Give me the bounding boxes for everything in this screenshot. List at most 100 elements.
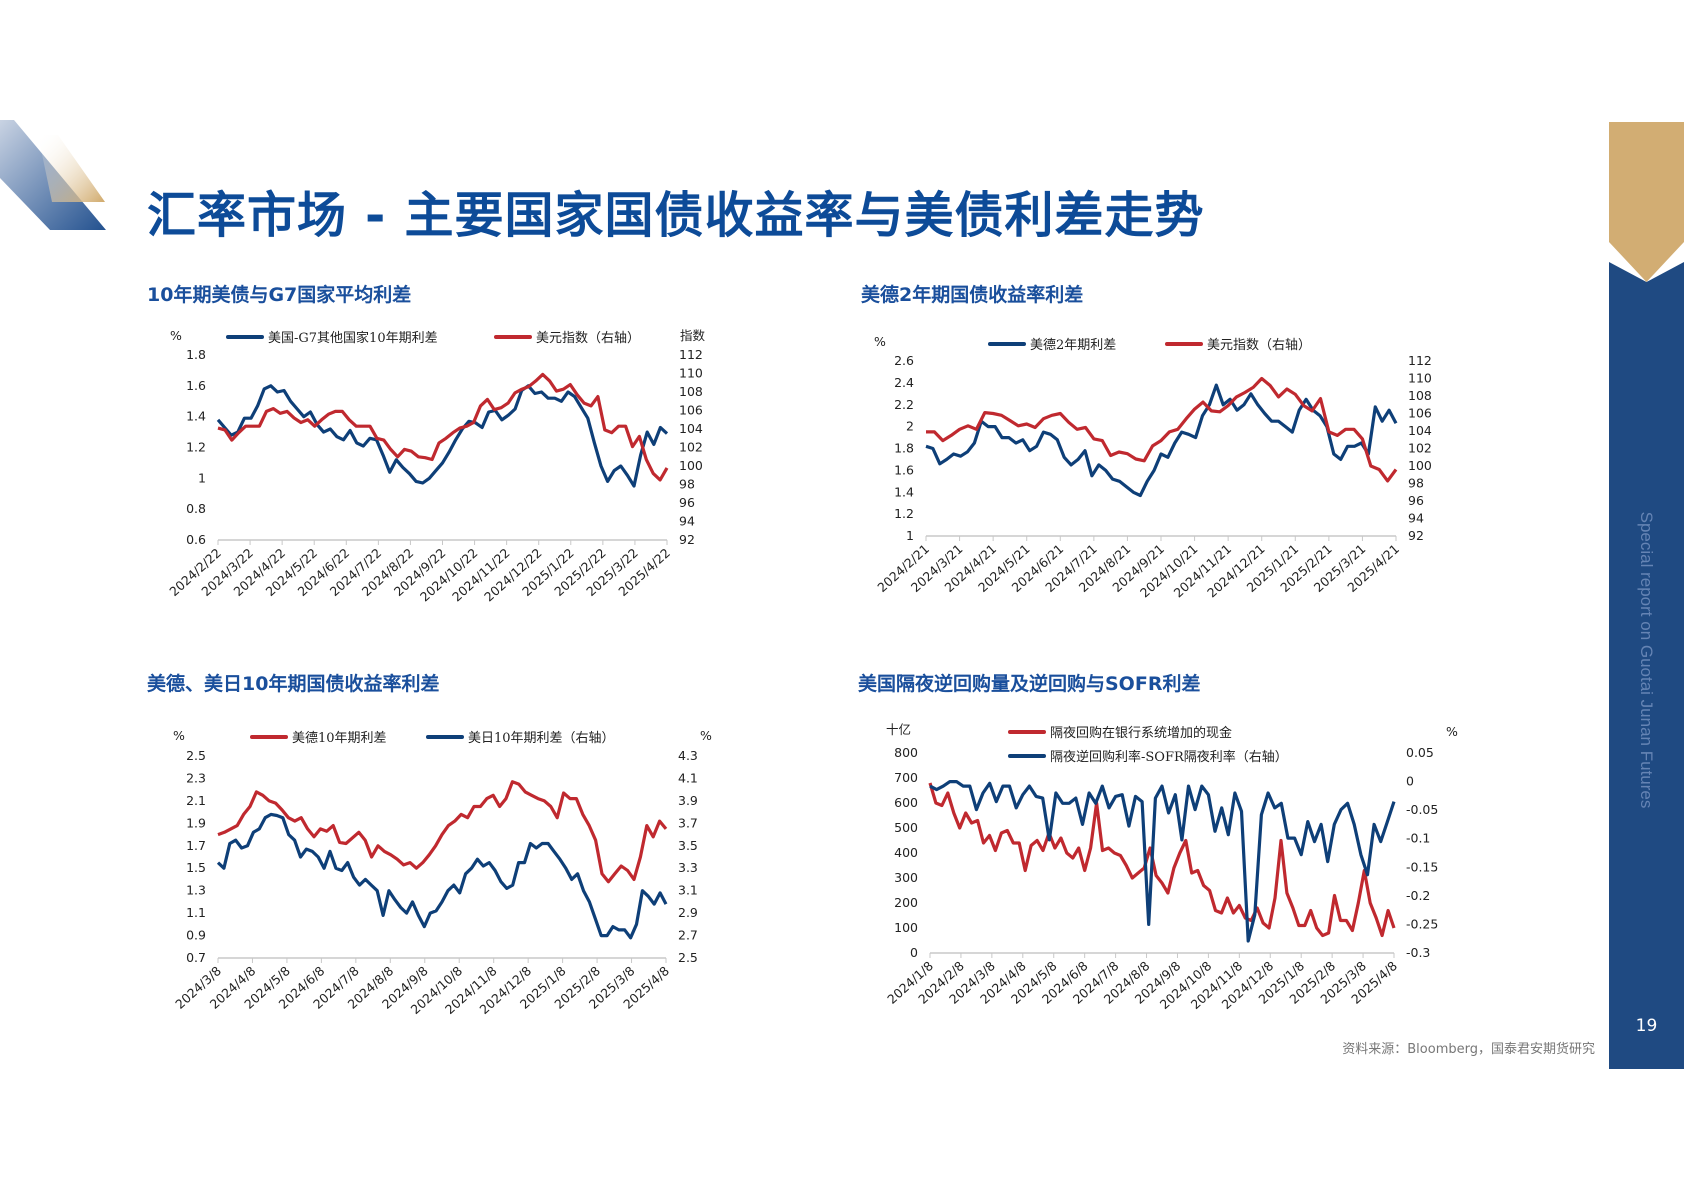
chart-2-y-tick-label: 1.8 <box>894 441 914 456</box>
chart-4-y-tick-label: 100 <box>894 920 918 935</box>
chart-2-y-tick-label: 1.4 <box>894 484 914 499</box>
chart-1-y2-tick-label: 102 <box>679 440 703 455</box>
chart-1-y2-tick-label: 96 <box>679 495 695 510</box>
chart-3-y2-tick-label: 4.3 <box>678 748 698 763</box>
chart-3-y-tick-label: 2.3 <box>186 770 206 785</box>
chart-1-y-tick-label: 1.4 <box>186 409 206 424</box>
chart-3-y-tick-label: 2.5 <box>186 748 206 763</box>
chart-2-series-1-line <box>925 383 1398 498</box>
sidebar-blue-band <box>1609 262 1684 1069</box>
page-title: 汇率市场 - 主要国家国债收益率与美债利差走势 <box>147 187 1205 244</box>
chart-4-y-tick-label: 600 <box>894 795 918 810</box>
chart-2-legend-label-1: 美德2年期利差 <box>1030 338 1116 353</box>
chart-1-y2-tick-label: 104 <box>679 421 703 436</box>
chart-2-y2-tick-label: 98 <box>1408 476 1424 491</box>
chart-2-y-tick-label: 2.6 <box>894 353 914 368</box>
chart-1-y-tick-label: 1.6 <box>186 378 206 393</box>
chart-1-y-tick-label: 1.8 <box>186 347 206 362</box>
chart-1-y-tick-label: 0.6 <box>186 532 206 547</box>
chart-3-y2-tick-label: 3.3 <box>678 860 698 875</box>
chart-4-y2-tick-label: -0.25 <box>1406 916 1438 931</box>
chart-3-y2-tick-label: 3.5 <box>678 838 698 853</box>
chart-4-y2-tick-label: -0.2 <box>1406 888 1430 903</box>
chart-3-y2-tick-label: 3.7 <box>678 815 698 830</box>
chart-4-series-1-line <box>928 782 1396 938</box>
sidebar-gold-band <box>1609 122 1684 282</box>
chart-1-y-tick-label: 1.2 <box>186 440 206 455</box>
chart-2-y2-tick-label: 100 <box>1408 458 1432 473</box>
chart-3-y2-tick-label: 2.9 <box>678 905 698 920</box>
chart-3-right-unit: % <box>700 728 712 743</box>
chart-4-y-tick-label: 300 <box>894 870 918 885</box>
chart-4-title: 美国隔夜逆回购量及逆回购与SOFR利差 <box>858 673 1201 695</box>
chart-2-legend-label-2: 美元指数（右轴） <box>1207 338 1311 353</box>
chart-2-y2-tick-label: 110 <box>1408 371 1432 386</box>
chart-3-series-2-line <box>216 812 668 940</box>
chart-3-y-tick-label: 1.7 <box>186 838 206 853</box>
chart-3-y-tick-label: 1.5 <box>186 860 206 875</box>
chart-1-y2-tick-label: 108 <box>679 384 703 399</box>
page-number: 19 <box>1635 1016 1658 1036</box>
chart-4-y-tick-label: 400 <box>894 845 918 860</box>
chart-3-y2-tick-label: 3.1 <box>678 883 698 898</box>
gold-stripe <box>38 135 105 202</box>
source-note: 资料来源：Bloomberg，国泰君安期货研究 <box>1342 1042 1595 1057</box>
chart-4-legend-label-2: 隔夜逆回购利率-SOFR隔夜利率（右轴） <box>1050 749 1288 765</box>
chart-4-y2-tick-label: -0.3 <box>1406 945 1430 960</box>
chart-2-y2-tick-label: 106 <box>1408 406 1432 421</box>
chart-4-y2-tick-label: -0.05 <box>1406 802 1438 817</box>
chart-1-right-unit: 指数 <box>680 328 706 343</box>
chart-4-y-tick-label: 800 <box>894 745 918 760</box>
chart-2-y2-tick-label: 96 <box>1408 493 1424 508</box>
chart-2-y-tick-label: 1.6 <box>894 462 914 477</box>
chart-1-y2-tick-label: 98 <box>679 477 695 492</box>
chart-2-series-2-line <box>926 376 1398 483</box>
chart-2-y2-tick-label: 92 <box>1408 528 1424 543</box>
chart-4-y2-tick-label: -0.1 <box>1406 831 1430 846</box>
chart-2-y-tick-label: 2.2 <box>894 397 914 412</box>
chart-2-y-tick-label: 1.2 <box>894 506 914 521</box>
corner-decoration <box>0 120 106 230</box>
chart-2-left-unit: % <box>874 334 886 349</box>
chart-2-y2-tick-label: 94 <box>1408 511 1424 526</box>
chart-4-legend-label-1: 隔夜回购在银行系统增加的现金 <box>1050 725 1232 741</box>
chart-4-y-tick-label: 0 <box>910 945 918 960</box>
chart-1-y-tick-label: 1 <box>198 470 206 485</box>
chart-3-y2-tick-label: 3.9 <box>678 793 698 808</box>
chart-1-y2-tick-label: 94 <box>679 514 695 529</box>
chart-3-y-tick-label: 1.3 <box>186 883 206 898</box>
sidebar-report-text: Special report on Guotai Junan Futures <box>1637 511 1656 809</box>
chart-1-y2-tick-label: 106 <box>679 403 703 418</box>
chart-1-legend-label-1: 美国-G7其他国家10年期利差 <box>268 330 438 346</box>
chart-2-title: 美德2年期国债收益率利差 <box>861 284 1084 306</box>
chart-4-y-tick-label: 700 <box>894 770 918 785</box>
chart-2-y-tick-label: 2.4 <box>894 375 914 390</box>
chart-3-y2-tick-label: 2.5 <box>678 950 698 965</box>
chart-4-right-unit: % <box>1446 724 1458 739</box>
chart-3-y2-tick-label: 4.1 <box>678 770 698 785</box>
chart-2-y-tick-label: 1 <box>906 528 914 543</box>
chart-3-y2-tick-label: 2.7 <box>678 928 698 943</box>
chart-1-series-2-line <box>217 372 669 482</box>
chart-1-y2-tick-label: 112 <box>679 347 703 362</box>
chart-2-y2-tick-label: 108 <box>1408 388 1432 403</box>
chart-1-y2-tick-label: 100 <box>679 458 703 473</box>
chart-2-y2-tick-label: 112 <box>1408 353 1432 368</box>
chart-3-y-tick-label: 0.9 <box>186 928 206 943</box>
chart-3-series-1-line <box>217 780 668 884</box>
chart-4-y2-tick-label: 0.05 <box>1406 745 1434 760</box>
chart-3-y-tick-label: 1.9 <box>186 815 206 830</box>
chart-2-y2-tick-label: 102 <box>1408 441 1432 456</box>
chart-4-y2-tick-label: -0.15 <box>1406 859 1438 874</box>
chart-1-y2-tick-label: 110 <box>679 366 703 381</box>
chart-4-left-unit: 十亿 <box>886 722 911 737</box>
chart-3-y-tick-label: 1.1 <box>186 905 206 920</box>
chart-3-title: 美德、美日10年期国债收益率利差 <box>147 673 440 695</box>
chart-4-y-tick-label: 500 <box>894 820 918 835</box>
chart-1-y-tick-label: 0.8 <box>186 501 206 516</box>
chart-1-title: 10年期美债与G7国家平均利差 <box>147 284 412 306</box>
chart-3-legend-label-2: 美日10年期利差（右轴） <box>468 731 615 746</box>
chart-3-legend-label-1: 美德10年期利差 <box>292 731 387 746</box>
chart-2-y2-tick-label: 104 <box>1408 423 1432 438</box>
